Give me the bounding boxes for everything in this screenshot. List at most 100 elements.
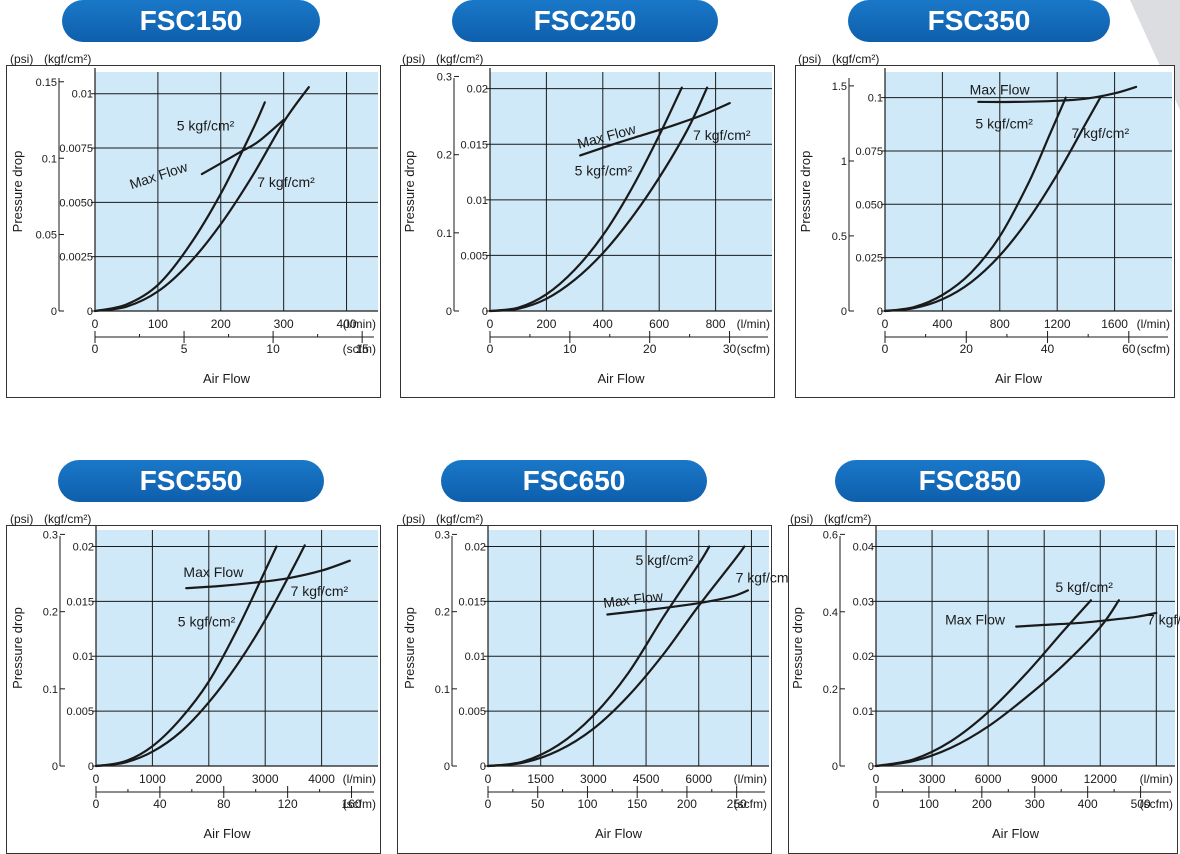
curve-annotation: 5 kgf/cm² [178,614,236,630]
model-pill: FSC150 [62,0,320,42]
kgf-tick-label: 0.0075 [59,143,93,155]
kgf-tick-label: 0.02 [467,84,488,96]
series-line [93,101,266,313]
scfm-tick-label: 20 [960,342,974,356]
y-axis-title: Pressure drop [10,151,25,233]
psi-unit-label: (psi) [402,512,425,526]
kgf-tick-label: 0 [482,306,488,318]
curve-annotation: 7 kgf/cm² [1072,125,1130,141]
kgf-tick-label: 0.0025 [59,252,93,264]
plot-background [95,72,378,311]
x-unit-label: (l/min) [737,317,770,331]
kgf-tick-label: 0.02 [853,651,874,663]
kgf-tick-label: 0.04 [853,541,874,553]
x-tick-label: 0 [92,317,99,331]
scfm-tick-label: 120 [278,797,298,811]
chart-title: FSC150 [139,5,243,36]
x-tick-label: 2000 [195,772,222,786]
scfm-tick-label: 0 [485,797,492,811]
kgf-tick-label: 0.015 [66,596,94,608]
curve-annotation: Max Flow [602,588,664,611]
psi-tick-label: 0.6 [823,529,838,541]
psi-tick-label: 1 [841,156,847,168]
curve-annotation: 5 kgf/cm² [177,118,235,134]
plot-background [885,72,1172,311]
x-tick-label: 3000 [580,772,607,786]
kgf-tick-label: 0.005 [458,706,486,718]
curve-annotation: 5 kgf/cm² [575,162,633,178]
series-line [883,96,1067,313]
y-axis-title: Pressure drop [798,151,813,233]
scfm-tick-label: 10 [563,342,577,356]
x-unit-label: (l/min) [1137,317,1170,331]
kgf-tick-label: 0.03 [853,596,874,608]
kgf-tick-label: 0.1 [868,93,883,105]
x-unit-label: (l/min) [1140,772,1173,786]
psi-tick-label: 0.1 [43,684,58,696]
kgf-tick-label: 0.0050 [59,197,93,209]
y-axis-title: Pressure drop [790,607,805,689]
scfm-tick-label: 160 [342,797,362,811]
kgf-tick-label: 0.025 [855,253,883,265]
x-tick-label: 400 [932,317,952,331]
x-axis-title: Air Flow [203,371,251,386]
x-tick-label: 1600 [1101,317,1128,331]
kgf-tick-label: 0.01 [465,651,486,663]
scfm-unit-label: (scfm) [737,342,770,356]
scfm-tick-label: 5 [181,342,188,356]
model-pill: FSC350 [848,0,1110,42]
x-tick-label: 0 [882,317,889,331]
x-axis-title: Air Flow [595,826,643,841]
x-tick-label: 6000 [975,772,1002,786]
scfm-tick-label: 100 [577,797,597,811]
kgf-tick-label: 0 [480,761,486,773]
plot-background [488,530,769,766]
psi-tick-label: 0 [841,306,847,318]
series-line [977,85,1138,104]
psi-tick-label: 0.1 [437,228,452,240]
curve-annotation: 7 kgf/cm² [736,570,794,586]
scfm-tick-label: 20 [643,342,657,356]
psi-tick-label: 0.1 [435,684,450,696]
kgf-tick-label: 0.015 [458,596,486,608]
kgf-tick-label: 0.02 [465,541,486,553]
curve-annotation: 7 kgf/cm² [291,583,349,599]
series-line [874,599,1120,768]
scfm-tick-label: 250 [727,797,747,811]
x-tick-label: 0 [873,772,880,786]
series-line [94,544,306,768]
series-line [874,599,1092,768]
scfm-tick-label: 50 [531,797,545,811]
x-unit-label: (l/min) [343,317,376,331]
kgf-tick-label: 0.01 [467,195,488,207]
scfm-tick-label: 40 [1041,342,1055,356]
psi-tick-label: 0.4 [823,607,838,619]
x-tick-label: 800 [706,317,726,331]
curve-annotation: 5 kgf/cm² [975,116,1033,132]
scfm-unit-label: (scfm) [734,797,767,811]
y-axis-title: Pressure drop [402,607,417,689]
kgf-tick-label: 0.005 [460,250,488,262]
plot-background [96,530,378,766]
series-line [488,86,709,313]
psi-tick-label: 0.3 [43,529,58,541]
scfm-tick-label: 0 [92,342,99,356]
kgf-tick-label: 0.01 [853,706,874,718]
curve-annotation: Max Flow [183,564,244,580]
scfm-tick-label: 200 [677,797,697,811]
kgf-tick-label: 0 [88,761,94,773]
psi-unit-label: (psi) [10,512,33,526]
scfm-tick-label: 80 [217,797,231,811]
model-pill: FSC550 [58,460,324,502]
x-unit-label: (l/min) [343,772,376,786]
series-line [486,545,711,768]
scfm-tick-label: 500 [1131,797,1151,811]
x-tick-label: 400 [593,317,613,331]
scfm-tick-label: 400 [1078,797,1098,811]
scfm-unit-label: (scfm) [1137,342,1170,356]
series-line [94,545,278,768]
kgf-tick-label: 0.075 [855,146,883,158]
